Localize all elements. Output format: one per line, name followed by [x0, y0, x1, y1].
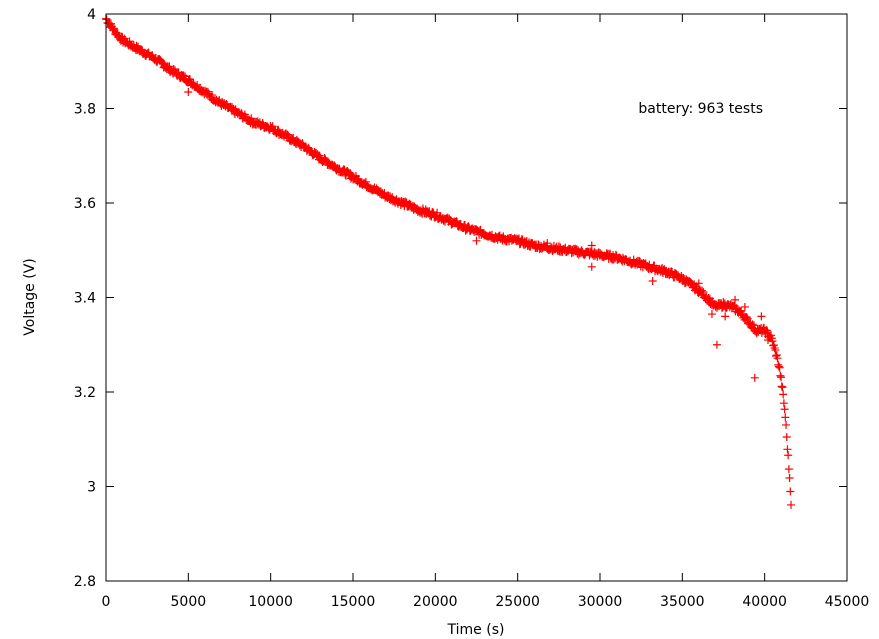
data-point: [472, 236, 481, 245]
data-point: [648, 276, 657, 285]
x-tick-label: 25000: [495, 594, 540, 610]
data-point: [748, 320, 757, 329]
data-point: [771, 346, 780, 355]
data-point: [699, 288, 708, 297]
x-tick-label: 30000: [578, 594, 623, 610]
data-point: [428, 208, 437, 217]
data-point: [268, 122, 277, 131]
data-point: [587, 241, 596, 250]
x-tick-label: 40000: [742, 594, 787, 610]
x-tick-label: 10000: [248, 594, 293, 610]
data-point: [712, 340, 721, 349]
x-tick-label: 35000: [660, 594, 705, 610]
data-point: [740, 302, 749, 311]
y-tick-label: 2.8: [74, 574, 96, 590]
x-tick-label: 5000: [171, 594, 207, 610]
data-points: [102, 14, 796, 509]
data-point: [783, 445, 792, 454]
data-point: [784, 451, 793, 460]
y-tick-label: 3.2: [74, 385, 96, 401]
data-point: [778, 383, 787, 392]
data-point: [779, 390, 788, 399]
data-point: [587, 262, 596, 271]
y-tick-label: 3.6: [74, 196, 96, 212]
data-point: [773, 354, 782, 363]
data-point: [775, 363, 784, 372]
data-point: [742, 313, 751, 322]
data-point: [543, 239, 552, 248]
data-point: [721, 312, 730, 321]
data-point: [401, 197, 410, 206]
data-point: [784, 465, 793, 474]
data-point: [445, 214, 454, 223]
data-point: [184, 87, 193, 96]
data-point: [776, 371, 785, 380]
data-point: [707, 310, 716, 319]
data-point: [719, 298, 728, 307]
x-axis-title: Time (s): [447, 622, 505, 638]
y-tick-label: 3.4: [74, 291, 96, 307]
y-tick-label: 3: [87, 480, 96, 496]
data-point: [786, 487, 795, 496]
y-axis-title: Voltage (V): [22, 258, 38, 335]
data-point: [768, 337, 777, 346]
data-point: [780, 405, 789, 414]
data-point: [781, 413, 790, 422]
data-point: [181, 72, 190, 81]
data-point: [694, 279, 703, 288]
data-point: [750, 373, 759, 382]
data-point: [785, 473, 794, 482]
data-point: [770, 344, 779, 353]
y-axis-ticks: 2.8 3 3.2 3.4 3.6 3.8 4: [74, 7, 847, 590]
x-tick-label: 15000: [331, 594, 376, 610]
data-point: [777, 373, 786, 382]
x-tick-label: 45000: [825, 594, 870, 610]
data-point: [763, 336, 772, 345]
data-point: [179, 71, 188, 80]
data-point: [782, 420, 791, 429]
data-point: [686, 278, 695, 287]
data-point: [757, 312, 766, 321]
data-point: [762, 326, 771, 335]
x-tick-label: 0: [102, 594, 111, 610]
data-point: [731, 295, 740, 304]
x-tick-label: 20000: [413, 594, 458, 610]
data-point: [774, 362, 783, 371]
y-tick-label: 4: [87, 7, 96, 23]
legend-label: battery: 963 tests: [638, 101, 763, 117]
data-point: [777, 382, 786, 391]
data-point: [109, 24, 118, 33]
data-point: [208, 91, 217, 100]
data-point: [315, 151, 324, 160]
data-point: [577, 246, 586, 255]
data-point: [361, 177, 370, 186]
data-point: [283, 130, 292, 139]
data-point: [787, 500, 796, 509]
x-axis-ticks: 0 5000 10000 15000 20000 25000 30000 35000 40000…: [102, 14, 870, 610]
data-point: [782, 433, 791, 442]
y-tick-label: 3.8: [74, 102, 96, 118]
data-point: [743, 314, 752, 323]
data-point: [698, 286, 707, 295]
data-point: [667, 267, 676, 276]
data-point: [779, 399, 788, 408]
data-point: [749, 321, 758, 330]
